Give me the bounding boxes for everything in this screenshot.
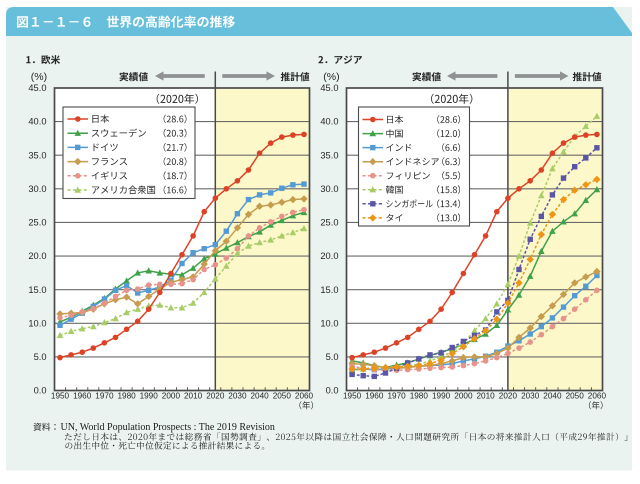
svg-text:2050: 2050 [273,392,292,401]
svg-text:10.0: 10.0 [320,318,338,328]
svg-text:2030: 2030 [521,392,540,401]
svg-text:2050: 2050 [566,392,585,401]
svg-text:20.0: 20.0 [28,251,46,261]
svg-text:2060: 2060 [295,392,314,401]
svg-text:5.0: 5.0 [34,352,47,362]
svg-text:35.0: 35.0 [320,150,338,160]
svg-text:0.0: 0.0 [34,386,47,396]
svg-text:15.0: 15.0 [28,285,46,295]
svg-text:40.0: 40.0 [28,117,46,127]
svg-text:(%): (%) [323,71,339,83]
svg-text:2020: 2020 [206,392,225,401]
svg-text:40.0: 40.0 [320,117,338,127]
svg-text:1960: 1960 [73,392,92,401]
svg-text:25.0: 25.0 [320,218,338,228]
svg-text:2040: 2040 [543,392,562,401]
svg-text:2030: 2030 [228,392,247,401]
svg-text:(%): (%) [31,71,47,83]
svg-text:20.0: 20.0 [320,251,338,261]
svg-text:2000: 2000 [454,392,473,401]
svg-text:1980: 1980 [410,392,429,401]
svg-text:2010: 2010 [476,392,495,401]
svg-text:0.0: 0.0 [326,386,339,396]
svg-text:2020: 2020 [499,392,518,401]
svg-text:10.0: 10.0 [28,318,46,328]
svg-text:1970: 1970 [95,392,114,401]
svg-text:35.0: 35.0 [28,150,46,160]
svg-text:UN, World Population Prospects: UN, World Population Prospects : The 201… [61,422,275,433]
svg-text:1960: 1960 [365,392,384,401]
svg-text:2000: 2000 [162,392,181,401]
svg-text:2010: 2010 [184,392,203,401]
svg-text:1970: 1970 [387,392,406,401]
svg-text:2040: 2040 [250,392,269,401]
svg-text:1990: 1990 [140,392,159,401]
svg-text:30.0: 30.0 [320,184,338,194]
svg-text:30.0: 30.0 [28,184,46,194]
svg-text:1990: 1990 [432,392,451,401]
svg-text:5.0: 5.0 [326,352,339,362]
svg-text:1980: 1980 [117,392,136,401]
svg-text:1950: 1950 [343,392,362,401]
svg-text:45.0: 45.0 [28,83,46,93]
svg-text:45.0: 45.0 [320,83,338,93]
svg-text:2060: 2060 [588,392,607,401]
svg-text:15.0: 15.0 [320,285,338,295]
svg-text:25.0: 25.0 [28,218,46,228]
svg-text:1950: 1950 [51,392,70,401]
